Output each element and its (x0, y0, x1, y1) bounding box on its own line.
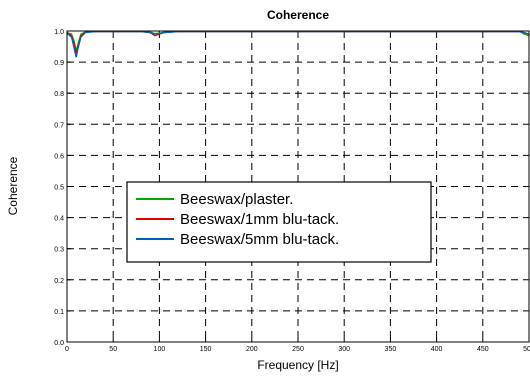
chart-title: Coherence (267, 8, 329, 22)
series-group (66, 30, 530, 58)
x-tick-label: 50 (109, 346, 117, 353)
x-tick-label: 300 (338, 346, 350, 353)
axis-ticks: 0 50 100 150 200 250 300 350 400 450 500 0.0 0.1 0.2 0… (54, 29, 530, 353)
legend-label-1: Beeswax/plaster. (180, 191, 293, 208)
y-tick-label: 0.5 (54, 185, 64, 192)
x-tick-label: 450 (477, 346, 489, 353)
x-tick-label: 150 (200, 346, 212, 353)
y-tick-label: 0.4 (54, 216, 64, 223)
y-tick-label: 1.0 (54, 29, 64, 36)
y-tick-label: 0.8 (54, 91, 64, 98)
x-tick-label: 100 (154, 346, 166, 353)
legend-label-3: Beeswax/5mm blu-tack. (180, 231, 339, 248)
x-tick-label: 0 (65, 346, 69, 353)
y-tick-label: 0.0 (54, 340, 64, 347)
y-tick-label: 0.6 (54, 153, 64, 160)
series-line-3 (66, 30, 530, 58)
legend-box (126, 181, 432, 263)
y-axis-label: Coherence (6, 156, 20, 215)
x-tick-label: 200 (246, 346, 258, 353)
legend-label-2: Beeswax/1mm blu-tack. (180, 211, 339, 228)
x-tick-label: 350 (385, 346, 397, 353)
y-tick-label: 0.3 (54, 247, 64, 254)
x-axis-label: Frequency [Hz] (257, 358, 338, 372)
x-tick-label: 250 (292, 346, 304, 353)
y-tick-label: 0.7 (54, 122, 64, 129)
legend: Beeswax/plaster. Beeswax/1mm blu-tack. Bee… (126, 181, 432, 263)
x-tick-label: 500 (523, 346, 530, 353)
x-tick-label: 400 (431, 346, 443, 353)
y-tick-label: 0.2 (54, 278, 64, 285)
y-tick-label: 0.9 (54, 60, 64, 67)
y-tick-label: 0.1 (54, 309, 64, 316)
